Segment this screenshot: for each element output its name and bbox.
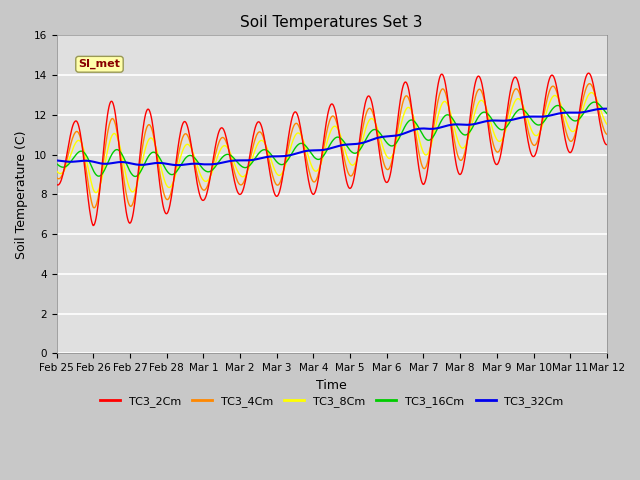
TC3_32Cm (420, 126, 428, 132)
TC3_16Cm (420, 134, 428, 140)
TC3_2Cm (584, 70, 592, 76)
TC3_4Cm (118, 162, 125, 168)
X-axis label: Time: Time (316, 379, 347, 392)
TC3_32Cm (219, 160, 227, 166)
Line: TC3_8Cm: TC3_8Cm (56, 93, 607, 192)
TC3_8Cm (219, 144, 227, 149)
TC3_32Cm (174, 162, 182, 168)
TC3_8Cm (588, 90, 595, 96)
TC3_32Cm (246, 157, 254, 163)
Text: SI_met: SI_met (79, 59, 120, 70)
TC3_16Cm (52, 161, 60, 167)
TC3_8Cm (52, 168, 60, 174)
Line: TC3_2Cm: TC3_2Cm (56, 73, 607, 226)
TC3_2Cm (52, 181, 60, 187)
TC3_32Cm (52, 157, 60, 163)
TC3_32Cm (117, 159, 125, 165)
TC3_8Cm (420, 151, 428, 156)
Line: TC3_4Cm: TC3_4Cm (56, 84, 607, 208)
TC3_8Cm (92, 190, 100, 195)
TC3_4Cm (52, 175, 60, 180)
TC3_8Cm (389, 151, 397, 157)
TC3_2Cm (118, 171, 125, 177)
TC3_16Cm (591, 99, 598, 105)
TC3_2Cm (90, 223, 97, 228)
TC3_4Cm (268, 167, 275, 172)
TC3_4Cm (603, 132, 611, 137)
TC3_8Cm (603, 121, 611, 127)
TC3_2Cm (389, 155, 397, 160)
TC3_16Cm (132, 174, 140, 180)
TC3_2Cm (246, 150, 254, 156)
Title: Soil Temperatures Set 3: Soil Temperatures Set 3 (241, 15, 423, 30)
TC3_8Cm (246, 161, 254, 167)
TC3_16Cm (389, 143, 397, 149)
TC3_32Cm (389, 133, 397, 139)
TC3_8Cm (268, 157, 275, 163)
TC3_32Cm (602, 106, 609, 111)
TC3_8Cm (118, 152, 125, 158)
TC3_2Cm (420, 181, 428, 187)
Y-axis label: Soil Temperature (C): Soil Temperature (C) (15, 130, 28, 259)
TC3_4Cm (389, 153, 397, 159)
TC3_4Cm (246, 156, 254, 161)
Line: TC3_16Cm: TC3_16Cm (56, 102, 607, 177)
Legend: TC3_2Cm, TC3_4Cm, TC3_8Cm, TC3_16Cm, TC3_32Cm: TC3_2Cm, TC3_4Cm, TC3_8Cm, TC3_16Cm, TC3… (95, 392, 568, 411)
TC3_32Cm (268, 154, 275, 159)
TC3_4Cm (586, 81, 593, 86)
TC3_4Cm (420, 166, 428, 171)
TC3_16Cm (219, 154, 227, 159)
TC3_16Cm (117, 150, 125, 156)
TC3_2Cm (219, 126, 227, 132)
TC3_4Cm (219, 134, 227, 140)
TC3_4Cm (90, 205, 98, 211)
TC3_2Cm (603, 142, 611, 147)
TC3_32Cm (603, 106, 611, 111)
Line: TC3_32Cm: TC3_32Cm (56, 108, 607, 165)
TC3_16Cm (603, 111, 611, 117)
TC3_2Cm (268, 177, 275, 182)
TC3_16Cm (246, 162, 254, 168)
TC3_16Cm (268, 152, 275, 157)
